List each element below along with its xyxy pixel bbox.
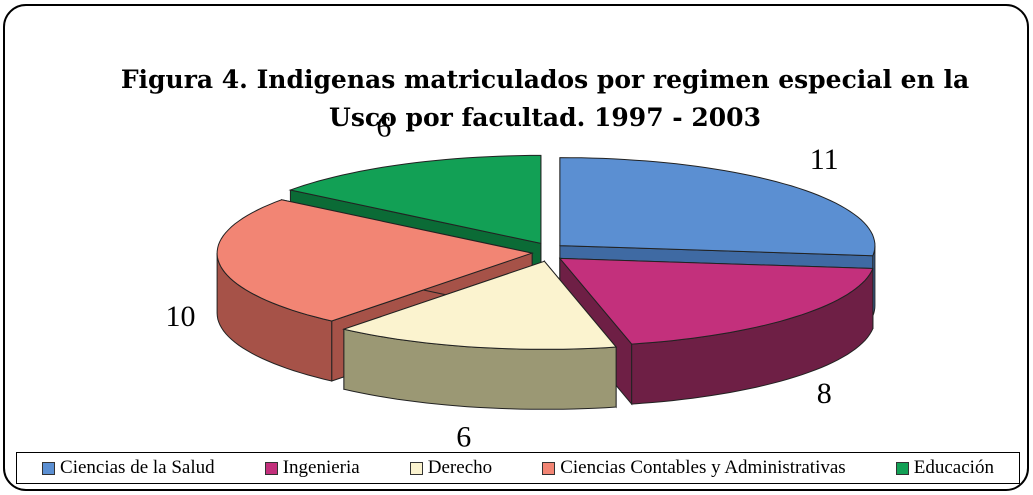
- legend-item: Ingenieria: [264, 457, 360, 479]
- value-label: 8: [817, 377, 832, 410]
- legend-label: Ciencias Contables y Administrativas: [560, 457, 846, 478]
- legend-swatch: [409, 461, 423, 475]
- legend-swatch: [895, 461, 909, 475]
- legend-item: Educación: [895, 457, 994, 479]
- value-label: 6: [376, 111, 391, 144]
- chart-title: Usco por facultad. 1997 - 2003: [329, 103, 761, 132]
- slice: [216, 199, 534, 322]
- value-label: 10: [165, 300, 195, 333]
- legend-label: Ciencias de la Salud: [60, 457, 215, 478]
- legend-label: Derecho: [427, 457, 493, 478]
- legend-swatch: [542, 461, 556, 475]
- value-label: 6: [456, 420, 471, 453]
- legend-swatch: [42, 461, 56, 475]
- legend-label: Educación: [913, 457, 994, 478]
- slice: [558, 257, 874, 345]
- legend: Ciencias de la Salud Ingenieria Derecho Cie…: [16, 452, 1020, 484]
- value-label: 11: [810, 143, 839, 176]
- slice: [342, 260, 618, 350]
- legend-item: Derecho: [409, 457, 493, 479]
- legend-item: Ciencias Contables y Administrativas: [542, 457, 846, 479]
- slice: [559, 157, 876, 257]
- legend-swatch: [264, 461, 278, 475]
- legend-item: Ciencias de la Salud: [42, 457, 215, 479]
- chart-title: Figura 4. Indigenas matriculados por reg…: [121, 65, 969, 94]
- legend-label: Ingenieria: [282, 457, 360, 478]
- slice: [288, 154, 542, 245]
